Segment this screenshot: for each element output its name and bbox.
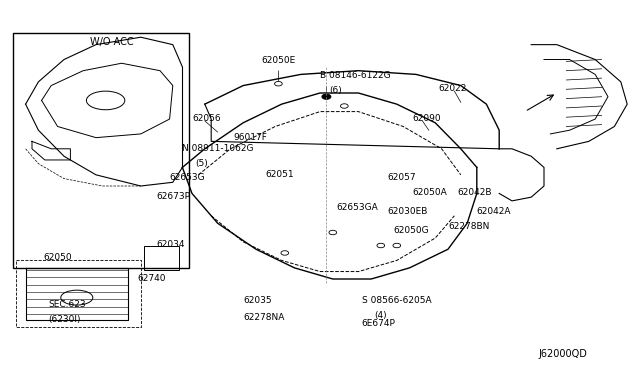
Text: 62050G: 62050G	[394, 225, 429, 234]
Text: N 08911-1062G: N 08911-1062G	[182, 144, 254, 153]
Text: 62050E: 62050E	[261, 56, 296, 81]
Text: SEC.623: SEC.623	[48, 300, 86, 309]
Text: 62030EB: 62030EB	[387, 207, 428, 216]
Text: 62035: 62035	[243, 296, 272, 305]
Text: S 08566-6205A: S 08566-6205A	[362, 296, 431, 305]
Text: 96017F: 96017F	[234, 132, 268, 141]
Text: 62740: 62740	[138, 274, 166, 283]
Text: 62653GA: 62653GA	[336, 203, 378, 212]
Text: 62050A: 62050A	[413, 188, 447, 197]
Text: 6E674P: 6E674P	[362, 318, 396, 327]
Text: 62051: 62051	[266, 170, 294, 179]
Text: 62034: 62034	[157, 240, 186, 249]
Text: (6): (6)	[330, 86, 342, 95]
Text: 62056: 62056	[192, 114, 221, 123]
Text: 62090: 62090	[413, 114, 442, 123]
Text: 62042A: 62042A	[477, 207, 511, 216]
Text: (5): (5)	[195, 158, 208, 167]
Bar	[144, 246, 179, 270]
Bar	[13, 33, 189, 268]
Text: 62042B: 62042B	[458, 188, 492, 197]
Circle shape	[322, 94, 331, 99]
Text: 62050: 62050	[44, 253, 72, 262]
Text: J62000QD: J62000QD	[539, 349, 588, 359]
Text: 62022: 62022	[438, 84, 467, 93]
Text: B 08146-6122G: B 08146-6122G	[320, 71, 390, 80]
Text: 62057: 62057	[387, 173, 416, 182]
Text: 62673P: 62673P	[157, 192, 191, 201]
Text: (4): (4)	[374, 311, 387, 320]
Text: (6230I): (6230I)	[48, 315, 81, 324]
Text: 62278NA: 62278NA	[243, 313, 285, 322]
Text: 62653G: 62653G	[170, 173, 205, 182]
Text: W/O ACC: W/O ACC	[90, 36, 134, 46]
Text: 62278BN: 62278BN	[448, 222, 490, 231]
